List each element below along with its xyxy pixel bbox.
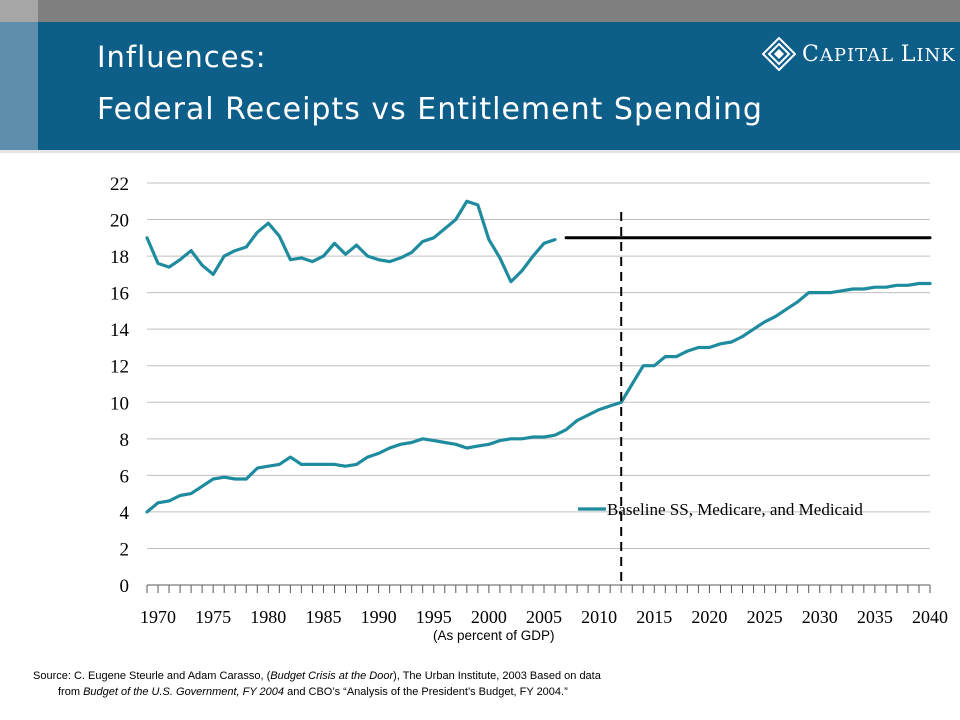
diamond-icon — [762, 37, 796, 71]
x-tick-label: 2015 — [636, 607, 672, 627]
legend-label: Baseline SS, Medicare, and Medicaid — [607, 500, 863, 519]
x-tick-label: 1995 — [416, 607, 452, 627]
logo-text: CAPITAL LINK — [802, 42, 956, 67]
line-chart: 0 2 4 6 8 10 12 14 16 18 20 22 1970 1975 1980 1985 1990… — [0, 160, 960, 630]
x-tick-label: 2030 — [802, 607, 838, 627]
x-axis-label: (As percent of GDP) — [433, 628, 555, 643]
x-tick-label: 2025 — [747, 607, 783, 627]
chart-series — [147, 201, 930, 585]
top-bar — [0, 0, 960, 22]
y-tick-label: 2 — [120, 539, 130, 560]
y-tick-label: 0 — [120, 576, 130, 597]
slide-title-line2: Federal Receipts vs Entitlement Spending — [97, 92, 763, 127]
chart-legend: Baseline SS, Medicare, and Medicaid — [578, 500, 863, 519]
y-tick-label: 8 — [120, 430, 130, 451]
header-accent — [0, 22, 38, 150]
slide-title-line1: Influences: — [97, 40, 266, 74]
x-tick-label: 1970 — [140, 607, 176, 627]
x-tick-label: 2035 — [857, 607, 893, 627]
x-tick-label: 2010 — [581, 607, 617, 627]
x-tick-label: 2040 — [912, 607, 948, 627]
y-axis-ticks: 0 2 4 6 8 10 12 14 16 18 20 22 — [110, 174, 130, 597]
y-tick-label: 10 — [110, 393, 129, 414]
y-tick-label: 4 — [120, 503, 130, 524]
x-tick-label: 2020 — [691, 607, 727, 627]
y-tick-label: 12 — [110, 357, 129, 378]
capital-link-logo: CAPITAL LINK — [762, 32, 956, 76]
y-tick-label: 18 — [110, 247, 129, 268]
x-tick-label: 1980 — [250, 607, 286, 627]
y-tick-label: 6 — [120, 466, 130, 487]
y-tick-label: 14 — [110, 320, 130, 341]
series-line-entitlements — [147, 284, 930, 512]
x-tick-label: 1990 — [361, 607, 397, 627]
top-bar-accent — [0, 0, 38, 22]
y-tick-label: 22 — [110, 174, 129, 195]
x-tick-label: 2000 — [471, 607, 507, 627]
x-axis-ticks: 1970 1975 1980 1985 1990 1995 2000 2005 2010 2015… — [140, 585, 948, 627]
source-note: Source: C. Eugene Steurle and Adam Caras… — [33, 668, 601, 700]
y-tick-label: 20 — [110, 211, 129, 232]
chart-grid — [147, 183, 930, 585]
series-line-receipts — [147, 201, 555, 281]
x-tick-label: 1985 — [305, 607, 341, 627]
y-tick-label: 16 — [110, 284, 129, 305]
header-divider — [0, 150, 960, 153]
x-tick-label: 2005 — [526, 607, 562, 627]
x-tick-label: 1975 — [195, 607, 231, 627]
